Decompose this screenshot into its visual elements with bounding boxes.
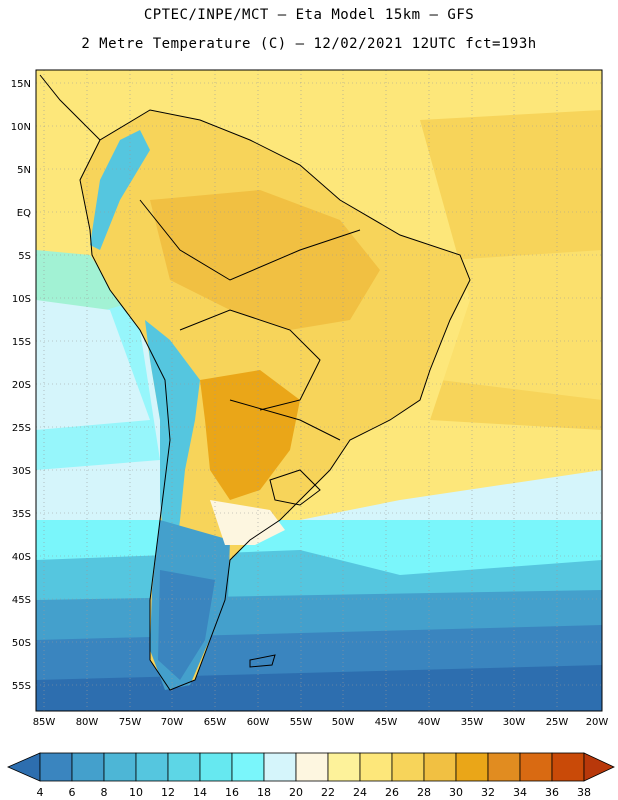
colorbar-label: 4: [37, 786, 44, 799]
colorbar-label: 20: [289, 786, 303, 799]
lat-label: 35S: [12, 509, 31, 520]
colorbar-right-arrow: [583, 752, 615, 782]
colorbar-swatch: [455, 752, 489, 782]
colorbar-label: 8: [101, 786, 108, 799]
colorbar-label: 14: [193, 786, 207, 799]
lat-labels: 15N 10N 5N EQ 5S 10S 15S 20S 25S 30S 35S…: [11, 79, 31, 692]
title-line-2: 2 Metre Temperature (C) — 12/02/2021 12U…: [81, 36, 537, 52]
lat-label: 10N: [11, 122, 31, 133]
lon-label: 40W: [418, 717, 441, 728]
lon-labels: 85W 80W 75W 70W 65W 60W 55W 50W 45W 40W …: [33, 717, 609, 728]
lat-label: 10S: [12, 294, 31, 305]
colorbar-swatch: [103, 752, 137, 782]
colorbar-swatch: [423, 752, 457, 782]
colorbar-swatch: [167, 752, 201, 782]
colorbar-swatch: [39, 752, 73, 782]
colorbar-swatch: [263, 752, 297, 782]
lon-label: 30W: [503, 717, 526, 728]
colorbar-label: 22: [321, 786, 335, 799]
colorbar-label: 32: [481, 786, 495, 799]
colorbar-label: 18: [257, 786, 271, 799]
colorbar-label: 26: [385, 786, 399, 799]
colorbar-label: 12: [161, 786, 175, 799]
colorbar-label: 36: [545, 786, 559, 799]
temperature-field: [36, 70, 602, 711]
lat-label: 15S: [12, 337, 31, 348]
colorbar-swatch: [551, 752, 585, 782]
colorbar-swatch: [487, 752, 521, 782]
lat-label: EQ: [17, 208, 31, 219]
colorbar-swatch: [295, 752, 329, 782]
colorbar-label: 16: [225, 786, 239, 799]
lat-label: 5N: [17, 165, 31, 176]
lon-label: 20W: [586, 717, 609, 728]
colorbar-label: 10: [129, 786, 143, 799]
lat-label: 45S: [12, 595, 31, 606]
lat-label: 5S: [18, 251, 31, 262]
lon-label: 75W: [119, 717, 142, 728]
lon-label: 60W: [247, 717, 270, 728]
colorbar-swatch: [391, 752, 425, 782]
lat-label: 30S: [12, 466, 31, 477]
lon-label: 80W: [76, 717, 99, 728]
colorbar-swatch: [327, 752, 361, 782]
lat-label: 50S: [12, 638, 31, 649]
lon-label: 70W: [161, 717, 184, 728]
colorbar-swatch: [231, 752, 265, 782]
lon-label: 25W: [546, 717, 569, 728]
lat-label: 25S: [12, 423, 31, 434]
map-frame: [35, 69, 603, 712]
lon-label: 45W: [375, 717, 398, 728]
colorbar-swatch: [71, 752, 105, 782]
lon-label: 65W: [204, 717, 227, 728]
colorbar-left-arrow: [7, 752, 41, 782]
title-line-1: CPTEC/INPE/MCT — Eta Model 15km — GFS: [143, 7, 475, 23]
colorbar-label: 6: [69, 786, 76, 799]
colorbar-label: 30: [449, 786, 463, 799]
lon-label: 50W: [332, 717, 355, 728]
colorbar-label: 38: [577, 786, 591, 799]
lon-label: 35W: [461, 717, 484, 728]
lon-label: 85W: [33, 717, 56, 728]
lat-lon-grid: [36, 70, 602, 711]
lat-label: 40S: [12, 552, 31, 563]
colorbar-label: 24: [353, 786, 367, 799]
lat-label: 15N: [11, 79, 31, 90]
colorbar-swatch: [519, 752, 553, 782]
colorbar-label: 34: [513, 786, 527, 799]
lon-label: 55W: [290, 717, 313, 728]
coastlines-borders: [39, 74, 471, 691]
colorbar-swatch: [359, 752, 393, 782]
lat-label: 20S: [12, 380, 31, 391]
colorbar-swatch: [199, 752, 233, 782]
colorbar: 4 6 8 10 12 14 16 18 20 22 24 26 28 30 3…: [7, 752, 615, 799]
lat-label: 55S: [12, 681, 31, 692]
colorbar-label: 28: [417, 786, 431, 799]
colorbar-swatch: [135, 752, 169, 782]
